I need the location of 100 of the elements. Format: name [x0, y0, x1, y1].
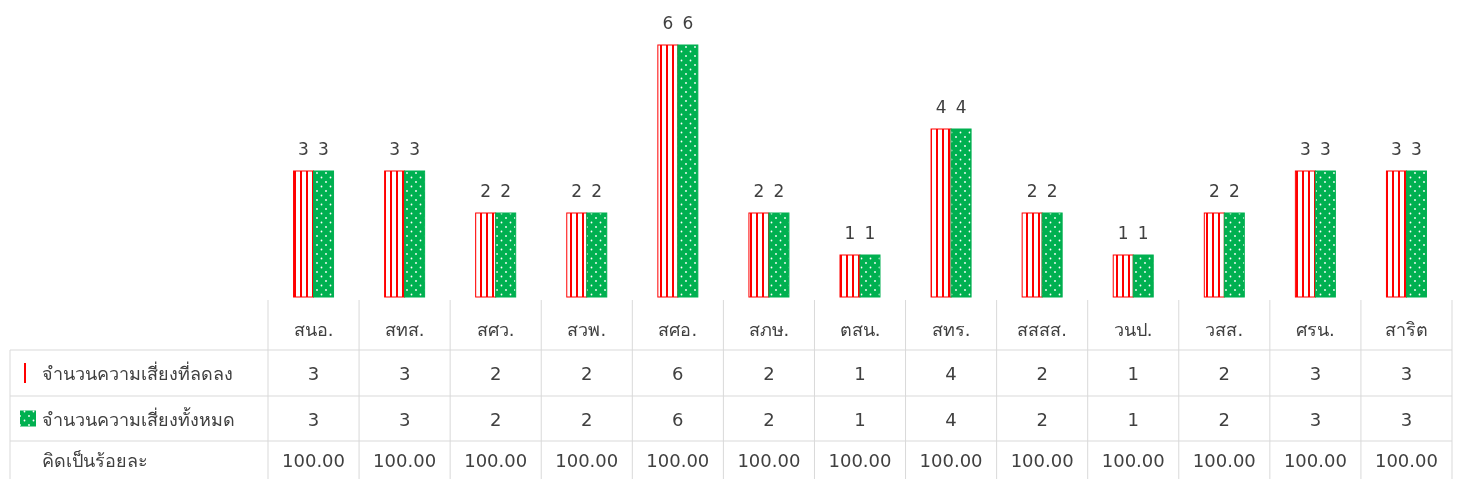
annotation: 1: [1137, 223, 1149, 243]
data-label: 2: [581, 408, 593, 430]
x-tick-label: สทร.: [931, 319, 971, 340]
bar: [930, 128, 952, 298]
text: 100.00: [828, 450, 892, 471]
data-label: 1: [1127, 363, 1139, 384]
text: 100.00: [555, 450, 619, 471]
text: 100.00: [1374, 450, 1438, 471]
bar: [404, 170, 426, 298]
annotation: 3: [318, 139, 329, 159]
x-tick-label: ตสน.: [839, 319, 881, 340]
bar: [313, 170, 335, 298]
text: 100.00: [1283, 450, 1347, 471]
text: 100.00: [1192, 450, 1256, 471]
text: 100.00: [373, 450, 437, 471]
x-tick-label: สาริต: [1384, 319, 1428, 340]
x-tick-label: สศอ.: [658, 319, 698, 340]
annotation: 2: [1208, 181, 1220, 201]
text: 6: [662, 13, 674, 33]
text: 100.00: [282, 450, 346, 471]
data-label: 2: [1218, 363, 1231, 384]
text: 100.00: [1101, 450, 1165, 471]
x-tick-label: วสส.: [1205, 319, 1244, 340]
annotation: 4: [935, 97, 947, 117]
x-tick-label: สภษ.: [748, 319, 790, 340]
x-tick-label: วนป.: [1113, 319, 1153, 340]
bar: [1112, 254, 1134, 298]
bar: [1041, 212, 1063, 298]
data-label: 3: [1309, 363, 1322, 384]
data-label: 3: [398, 363, 411, 384]
annotation: 3: [389, 139, 401, 159]
annotation: 3: [1299, 139, 1311, 159]
bar: [1294, 170, 1316, 298]
annotation: 3: [1319, 139, 1331, 159]
data-label: 3: [398, 408, 411, 430]
data-label: 1: [854, 408, 866, 430]
data-label: 4: [945, 408, 957, 430]
legend-label: จำนวนความเสี่ยงทั้งหมด: [42, 406, 235, 430]
x-tick-label: สสสส.: [1017, 319, 1068, 340]
annotation: 2: [1046, 181, 1058, 201]
data-label: 2: [1218, 408, 1231, 430]
text: 100.00: [1010, 450, 1074, 471]
annotation: 2: [500, 181, 512, 201]
bar: [1203, 212, 1225, 298]
bar: [950, 128, 972, 298]
bar: [293, 170, 315, 298]
data-label: 6: [672, 363, 684, 384]
text: คิดเป็นร้อยละ: [42, 449, 148, 471]
bar: [677, 44, 699, 298]
bar: [1021, 212, 1043, 298]
annotation: 3: [1391, 139, 1402, 159]
data-label: 2: [489, 363, 502, 384]
bar: [1385, 170, 1407, 298]
data-label: 2: [581, 363, 593, 384]
annotation: 3: [1411, 139, 1422, 159]
bar: [475, 212, 497, 298]
x-tick-label: สทส.: [384, 319, 425, 340]
data-label: 1: [854, 363, 866, 384]
annotation: 1: [1117, 223, 1129, 243]
annotation: 3: [298, 139, 309, 159]
text: 100.00: [646, 450, 710, 471]
data-label: 6: [672, 408, 684, 430]
data-label: 2: [763, 408, 775, 430]
data-label: 1: [1127, 408, 1139, 430]
data-label: 2: [763, 363, 775, 384]
x-tick-label: สวพ.: [567, 319, 607, 340]
x-tick-label: สนอ.: [293, 319, 334, 340]
legend-label: จำนวนความเสี่ยงที่ลดลง: [42, 361, 233, 384]
annotation: 2: [1026, 181, 1038, 201]
text: 100.00: [464, 450, 528, 471]
bar: [839, 254, 861, 298]
data-label: 3: [307, 408, 320, 430]
annotation: 1: [844, 223, 856, 243]
bar: [859, 254, 881, 298]
data-label: 4: [945, 363, 957, 384]
bar: [768, 212, 790, 298]
data-label: 3: [1400, 408, 1413, 430]
text: 6: [682, 13, 694, 33]
data-label: 2: [1036, 408, 1048, 430]
data-label: 3: [1309, 408, 1322, 430]
bar: [1223, 212, 1245, 298]
annotation: 2: [591, 181, 603, 201]
data-label: 3: [1400, 363, 1413, 384]
bar: [495, 212, 517, 298]
data-label: 2: [489, 408, 502, 430]
annotation: 3: [409, 139, 421, 159]
bar: [657, 44, 679, 298]
data-label: 3: [307, 363, 320, 384]
text: 100.00: [919, 450, 983, 471]
bar: [1314, 170, 1336, 298]
bar: [748, 212, 770, 298]
annotation: 4: [955, 97, 967, 117]
text: 100.00: [737, 450, 801, 471]
annotation: 2: [1228, 181, 1240, 201]
annotation: 2: [571, 181, 583, 201]
annotation: 2: [480, 181, 492, 201]
bar: [1132, 254, 1154, 298]
bar: [566, 212, 588, 298]
data-label: 2: [1036, 363, 1048, 384]
annotation: 2: [753, 181, 765, 201]
